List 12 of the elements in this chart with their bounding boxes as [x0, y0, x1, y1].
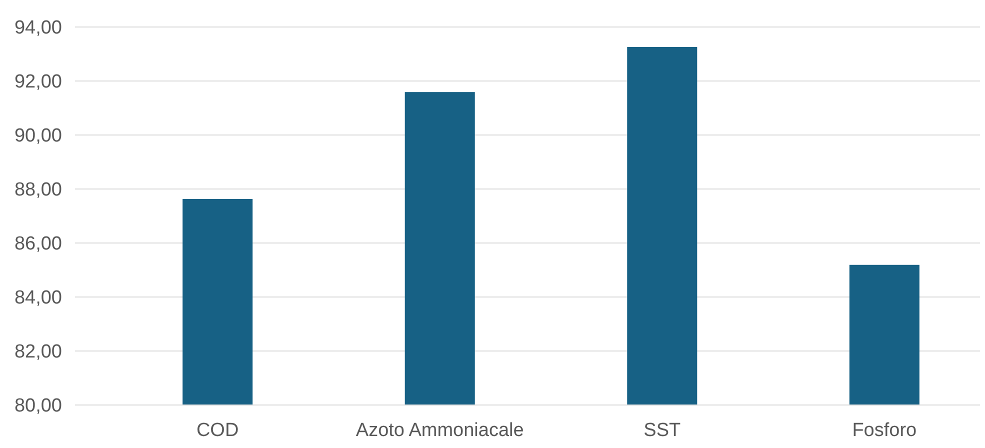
y-tick-label: 90,00	[14, 126, 62, 147]
x-tick-label: Fosforo	[852, 420, 917, 441]
y-tick-label: 88,00	[14, 180, 62, 201]
y-tick-label: 94,00	[14, 18, 62, 39]
x-tick-label: SST	[644, 420, 682, 441]
x-tick-label: COD	[196, 420, 239, 441]
x-tick-label: Azoto Ammoniacale	[356, 420, 524, 441]
y-tick-label: 82,00	[14, 342, 62, 363]
y-tick-label: 80,00	[14, 396, 62, 417]
y-tick-label: 92,00	[14, 72, 62, 93]
y-tick-label: 84,00	[14, 288, 62, 309]
y-tick-label: 86,00	[14, 234, 62, 255]
